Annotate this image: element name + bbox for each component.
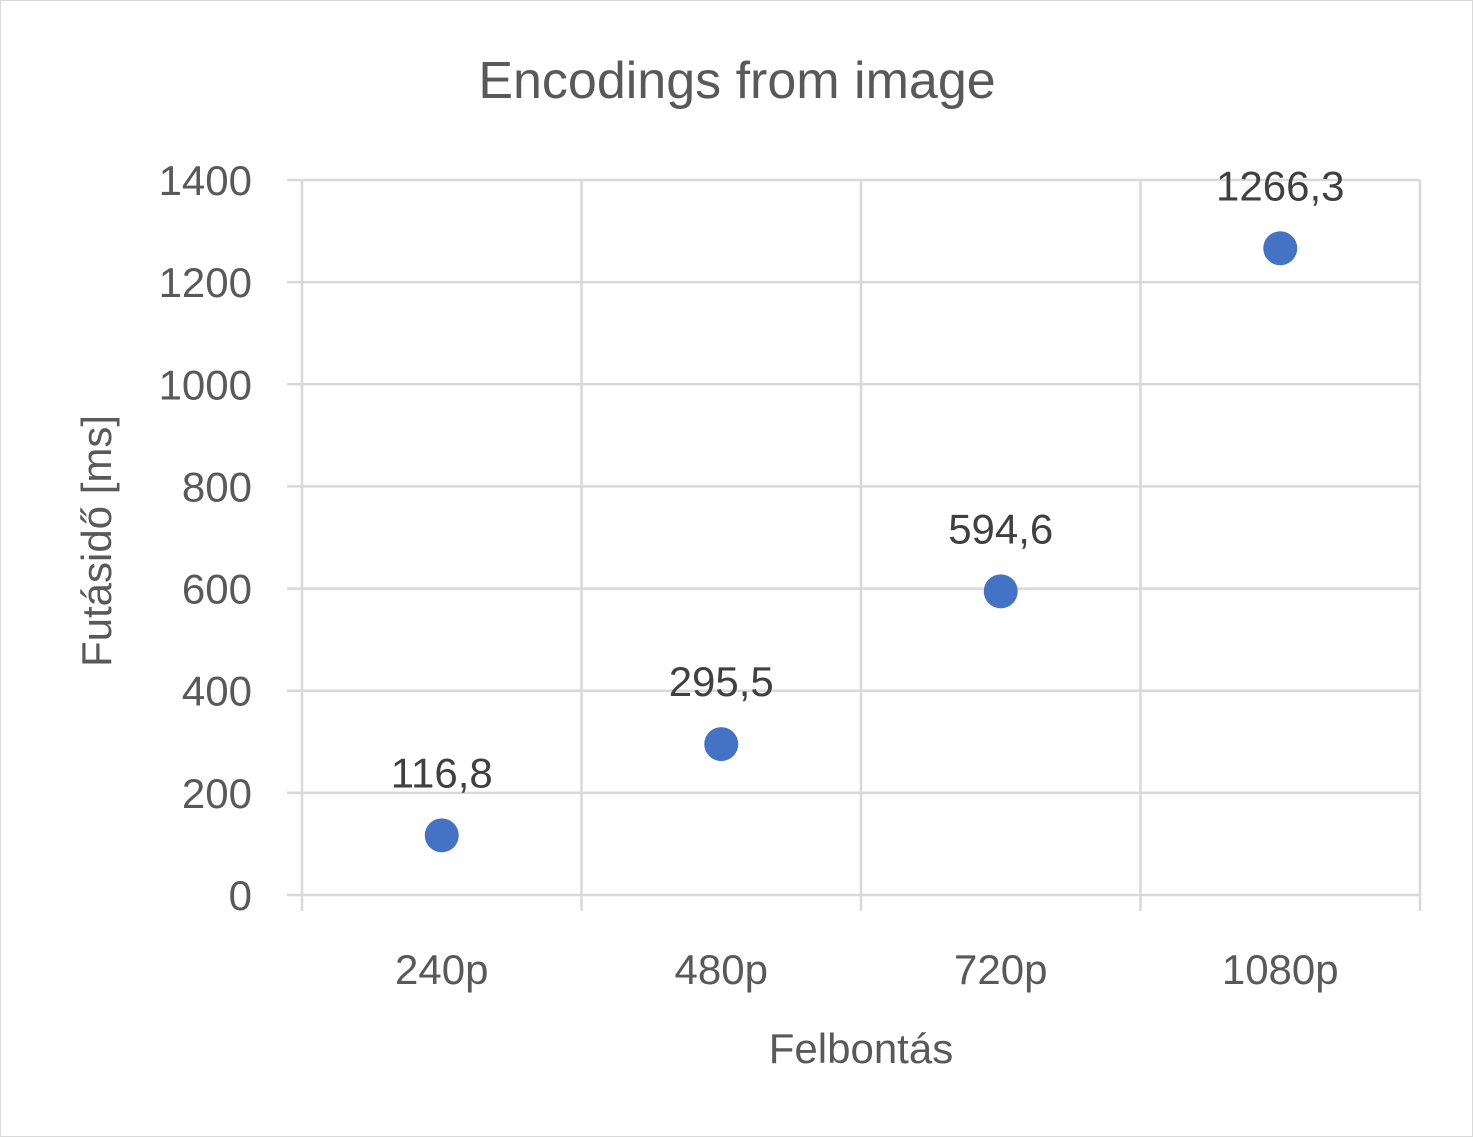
y-tick-label: 1200	[159, 259, 252, 306]
y-tick-label: 1000	[159, 361, 252, 408]
chart-title: Encodings from image	[478, 52, 995, 110]
x-tick-label: 1080p	[1222, 946, 1339, 993]
gridlines	[287, 178, 1422, 911]
data-labels: 116,8 295,5 594,6 1266,3	[391, 162, 1345, 796]
data-point	[1263, 231, 1298, 266]
data-label: 295,5	[669, 658, 774, 705]
y-tick-label: 0	[229, 872, 252, 919]
y-tick-label: 800	[182, 463, 252, 510]
data-point	[424, 818, 459, 853]
x-tick-label: 240p	[395, 946, 488, 993]
x-axis-ticks: 240p 480p 720p 1080p	[395, 946, 1339, 993]
data-point	[704, 727, 739, 762]
data-points	[424, 231, 1298, 853]
y-tick-label: 600	[182, 566, 252, 613]
y-tick-label: 200	[182, 770, 252, 817]
data-label: 1266,3	[1216, 162, 1344, 209]
x-axis-title: Felbontás	[769, 1025, 953, 1072]
y-tick-label: 400	[182, 668, 252, 715]
data-label: 116,8	[391, 749, 493, 796]
y-axis-ticks: 0 200 400 600 800 1000 1200 1400	[159, 157, 252, 919]
x-tick-label: 720p	[954, 946, 1047, 993]
y-tick-label: 1400	[159, 157, 252, 204]
x-tick-label: 480p	[675, 946, 768, 993]
data-point	[983, 574, 1018, 609]
data-label: 594,6	[948, 505, 1053, 552]
y-axis-title: Futásidő [ms]	[73, 415, 120, 667]
